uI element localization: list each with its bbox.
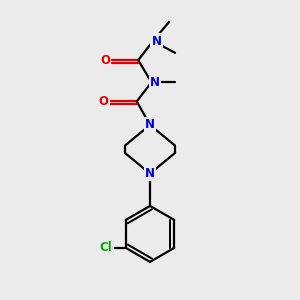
Text: Cl: Cl xyxy=(99,242,112,254)
Text: N: N xyxy=(145,167,155,180)
Text: O: O xyxy=(99,95,109,108)
Text: N: N xyxy=(145,118,155,131)
Text: O: O xyxy=(100,54,110,67)
Text: N: N xyxy=(150,76,160,89)
Text: N: N xyxy=(152,34,161,48)
